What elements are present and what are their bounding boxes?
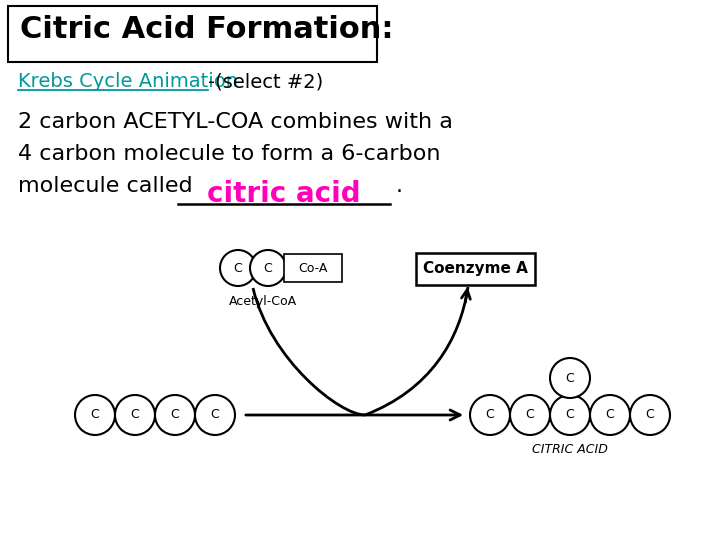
Text: C: C — [646, 408, 654, 422]
Text: C: C — [91, 408, 99, 422]
Text: C: C — [526, 408, 534, 422]
Text: C: C — [606, 408, 614, 422]
Circle shape — [550, 358, 590, 398]
Text: C: C — [264, 261, 272, 274]
Text: molecule called: molecule called — [18, 176, 199, 196]
Text: 4 carbon molecule to form a 6-carbon: 4 carbon molecule to form a 6-carbon — [18, 144, 441, 164]
Text: C: C — [130, 408, 140, 422]
Circle shape — [155, 395, 195, 435]
Text: 2 carbon ACETYL-COA combines with a: 2 carbon ACETYL-COA combines with a — [18, 112, 453, 132]
Text: CITRIC ACID: CITRIC ACID — [532, 443, 608, 456]
Text: citric acid: citric acid — [207, 180, 361, 208]
Circle shape — [115, 395, 155, 435]
Circle shape — [630, 395, 670, 435]
Circle shape — [470, 395, 510, 435]
Circle shape — [220, 250, 256, 286]
Text: Co-A: Co-A — [298, 261, 328, 274]
Circle shape — [590, 395, 630, 435]
Circle shape — [250, 250, 286, 286]
Text: Krebs Cycle Animation: Krebs Cycle Animation — [18, 72, 238, 91]
Circle shape — [550, 395, 590, 435]
Text: Acetyl-CoA: Acetyl-CoA — [229, 295, 297, 308]
Circle shape — [510, 395, 550, 435]
FancyBboxPatch shape — [284, 254, 342, 282]
Text: Coenzyme A: Coenzyme A — [423, 261, 528, 276]
Text: C: C — [566, 408, 575, 422]
Text: C: C — [566, 372, 575, 384]
FancyBboxPatch shape — [8, 6, 377, 62]
Circle shape — [75, 395, 115, 435]
Text: C: C — [211, 408, 220, 422]
Text: .: . — [396, 176, 403, 196]
FancyBboxPatch shape — [416, 253, 535, 285]
Text: C: C — [171, 408, 179, 422]
Text: Citric Acid Formation:: Citric Acid Formation: — [20, 15, 394, 44]
Text: -(select #2): -(select #2) — [208, 72, 323, 91]
Text: C: C — [233, 261, 243, 274]
Text: C: C — [485, 408, 495, 422]
Circle shape — [195, 395, 235, 435]
